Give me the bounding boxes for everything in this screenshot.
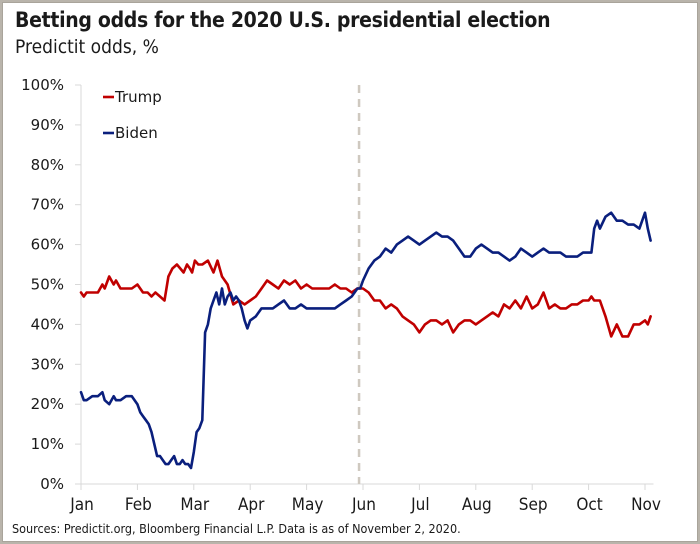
y-tick-label: 50% [31,276,64,294]
chart-subtitle: Predictit odds, % [15,36,159,58]
x-tick-label: Mar [180,495,210,515]
x-tick-label: Oct [576,495,602,515]
y-tick-label: 100% [21,76,64,94]
x-tick-label: Nov [631,495,661,515]
x-tick-label: Jul [410,495,429,515]
y-tick-label: 10% [31,435,64,453]
y-tick-label: 20% [31,395,64,413]
y-tick-label: 40% [31,315,64,333]
series-line-trump [79,259,652,338]
x-tick-label: Jun [351,495,376,515]
legend: Trump Biden [103,88,162,142]
legend-label-trump: Trump [114,88,162,106]
y-axis: 0% 10% 20% 30% 40% 50% 60% 70% 80% 90% 100% [21,76,82,493]
y-tick-label: 80% [31,156,64,174]
chart-title: Betting odds for the 2020 U.S. president… [15,8,551,32]
x-tick-label: Jan [69,495,94,515]
y-tick-label: 0% [40,475,64,493]
x-tick-label: Feb [125,495,152,515]
x-tick-label: May [292,495,324,515]
x-tick-label: Sep [519,495,548,515]
y-tick-label: 60% [31,236,64,254]
legend-label-biden: Biden [115,124,158,142]
x-tick-label: Apr [238,495,265,515]
x-axis: Jan Feb Mar Apr May Jun Jul Aug Sep Oct Nov [69,483,661,515]
source-note: Sources: Predictit.org, Bloomberg Financ… [12,521,461,536]
y-tick-label: 90% [31,116,64,134]
series-line-biden [79,211,652,470]
series-lines [79,211,652,470]
y-tick-label: 70% [31,196,64,214]
x-tick-label: Aug [462,495,492,515]
y-tick-label: 30% [31,355,64,373]
